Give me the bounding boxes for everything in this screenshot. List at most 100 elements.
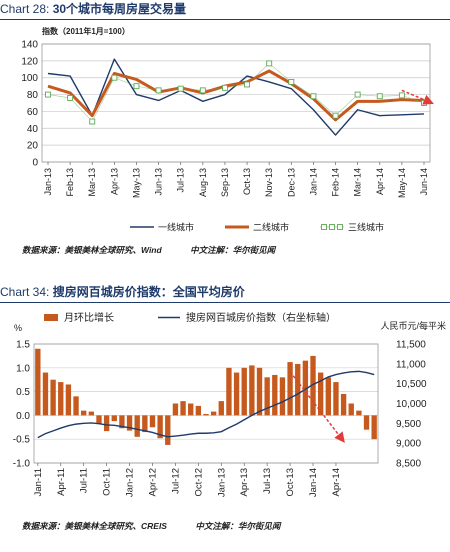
y-right-tick-label: 9,000 [396,439,421,450]
bar [203,413,209,416]
y-tick-label: 0 [32,158,38,169]
x-tick-label: Sep-13 [220,168,230,197]
y-left-tick-label: 0.5 [16,387,30,398]
x-tick-label: Dec-13 [286,168,296,197]
x-tick-label: May-14 [397,168,407,198]
bar [35,348,41,416]
legend-label: 二线城市 [253,222,289,233]
y-right-tick-label: 9,500 [396,419,421,430]
bar [340,393,347,416]
chart34-title: Chart 34: 搜房网百城房价指数：全国平均房价 [0,283,245,301]
series-2-point [354,91,361,98]
series-2-point [45,91,51,98]
bar [249,365,255,416]
series-2-point [332,112,339,119]
y-right-tick-label: 11,500 [396,340,426,351]
bar [142,415,148,433]
series-2-point [288,78,295,85]
bar [65,384,72,416]
x-tick-label: Jul-13 [176,168,186,193]
y-left-tick-label: -0.5 [13,435,31,446]
bar [58,382,64,416]
y-tick-label: 60 [27,107,39,118]
x-tick-label: Oct-13 [285,468,296,497]
x-tick-label: Aug-13 [198,168,208,197]
chart34-source-text: 数据来源：美银美林全球研究、CREIS [22,521,167,531]
x-tick-label: Oct-12 [193,468,204,497]
y-right-tick-label: 11,000 [396,359,426,370]
bar [256,367,263,416]
x-tick-label: Nov-13 [264,168,274,197]
x-tick-label: Oct-13 [242,168,252,195]
y-left-tick-label: -1.0 [13,459,31,470]
series-2-point [89,118,96,125]
bar [172,403,179,416]
bar [264,377,270,416]
x-tick-label: Jun-13 [154,168,164,196]
bar [180,401,186,416]
x-tick-label: Oct-11 [102,468,113,496]
series-2-point [177,85,184,92]
bar [310,355,316,416]
series-line-1 [47,69,425,122]
series-2-point [398,92,405,99]
bar [356,410,362,416]
bar [325,377,331,416]
bar [111,415,117,422]
series-2-point [310,93,317,100]
x-tick-label: Jan-11 [33,468,44,496]
chart34-title-text: 搜房网百城房价指数：全国平均房价 [52,285,245,299]
series-line-2 [47,62,425,123]
y-right-tick-label: 10,000 [396,399,427,410]
bar [50,379,56,416]
plot-frame [33,343,379,464]
x-tick-label: Feb-13 [65,168,75,197]
legend-swatch-bars [44,314,58,321]
y-tick-label: 120 [21,56,38,67]
index-line [37,370,375,439]
bar [96,415,102,424]
series-2-point [421,100,427,106]
legend-label: 三线城市 [348,222,384,233]
legend-marker [321,224,327,230]
left-axis-unit: % [14,323,22,333]
chart34-title-rule [0,302,450,303]
y-axis-label: 指数（2011年1月=100） [42,26,130,36]
bar [233,372,240,416]
x-tick-label: Jul-11 [79,468,90,493]
legend-label: 一线城市 [158,222,194,233]
bar [241,367,247,416]
y-right-tick-label: 10,500 [396,379,427,390]
x-tick-label: Apr-11 [56,468,67,496]
bar [295,363,301,416]
y-right-tick-label: 8,500 [396,459,421,470]
chart34-label: Chart 34: [0,285,50,299]
right-axis-unit: 人民币元/每平米 [380,320,446,331]
legend-marker [329,224,335,230]
legend-label: 月环比增长 [64,311,114,324]
x-tick-label: Mar-13 [87,168,97,197]
x-tick-label: Feb-14 [331,168,341,197]
series-2-point [376,93,383,100]
x-tick-label: Apr-14 [331,468,342,497]
bar [73,396,79,416]
chart28-label: Chart 28: [0,2,50,16]
x-tick-label: Apr-14 [375,168,385,195]
bar [165,415,171,445]
series-2-point [221,84,228,91]
legend-label: 搜房网百城房价指数（右坐标轴） [186,311,336,324]
x-tick-label: Jan-14 [308,168,318,196]
series-2-point [266,60,273,67]
bar [317,372,324,416]
bar [371,415,377,440]
bar [157,415,163,439]
y-left-tick-label: 1.5 [16,340,30,351]
x-tick-label: Apr-13 [239,468,250,497]
chart34-note-text: 中文注解：华尔街见闻 [195,521,281,531]
chart34-plot: % 人民币元/每平米 -1.0 -0.5 0.0 0.5 1.0 1.5 8,500 9,000 9… [13,311,446,497]
x-tick-label: Jan-13 [216,468,227,497]
trend-arrow [401,89,434,105]
bar [42,372,49,416]
chart28-source: 数据来源：美银美林全球研究、Wind 中文注解：华尔街见闻 [22,244,301,256]
x-tick-label: Jul-12 [170,468,181,494]
